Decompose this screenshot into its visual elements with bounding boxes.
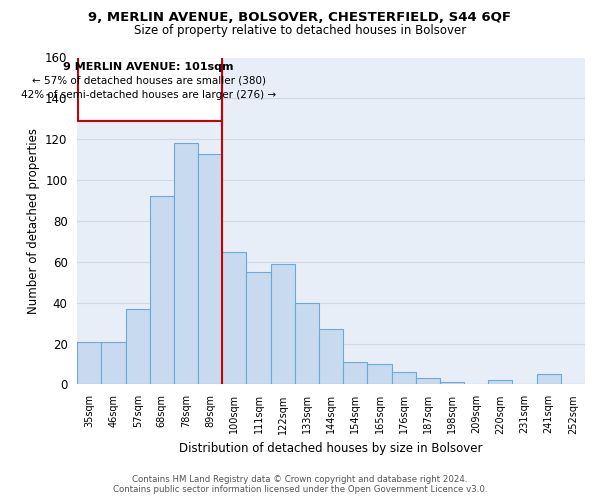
Bar (343, 362, 367, 384)
Text: Contains HM Land Registry data © Crown copyright and database right 2024.
Contai: Contains HM Land Registry data © Crown c… (113, 474, 487, 494)
Text: 9, MERLIN AVENUE, BOLSOVER, CHESTERFIELD, S44 6QF: 9, MERLIN AVENUE, BOLSOVER, CHESTERFIELD… (89, 11, 511, 24)
Bar (247, 272, 271, 384)
Bar (101, 342, 125, 384)
Bar (440, 382, 464, 384)
Bar (367, 364, 392, 384)
Bar (488, 380, 512, 384)
Text: Size of property relative to detached houses in Bolsover: Size of property relative to detached ho… (134, 24, 466, 37)
Bar (198, 154, 223, 384)
Y-axis label: Number of detached properties: Number of detached properties (26, 128, 40, 314)
Bar (150, 196, 174, 384)
Text: 42% of semi-detached houses are larger (276) →: 42% of semi-detached houses are larger (… (21, 90, 276, 100)
X-axis label: Distribution of detached houses by size in Bolsover: Distribution of detached houses by size … (179, 442, 483, 455)
Bar (295, 302, 319, 384)
Bar (79, 58, 223, 121)
Bar (271, 264, 295, 384)
Text: ← 57% of detached houses are smaller (380): ← 57% of detached houses are smaller (38… (32, 76, 266, 86)
Bar (174, 144, 198, 384)
Bar (536, 374, 561, 384)
Text: 9 MERLIN AVENUE: 101sqm: 9 MERLIN AVENUE: 101sqm (64, 62, 234, 72)
Bar (77, 342, 101, 384)
Bar (416, 378, 440, 384)
Bar (223, 252, 247, 384)
Bar (319, 330, 343, 384)
Bar (125, 309, 150, 384)
Bar (392, 372, 416, 384)
